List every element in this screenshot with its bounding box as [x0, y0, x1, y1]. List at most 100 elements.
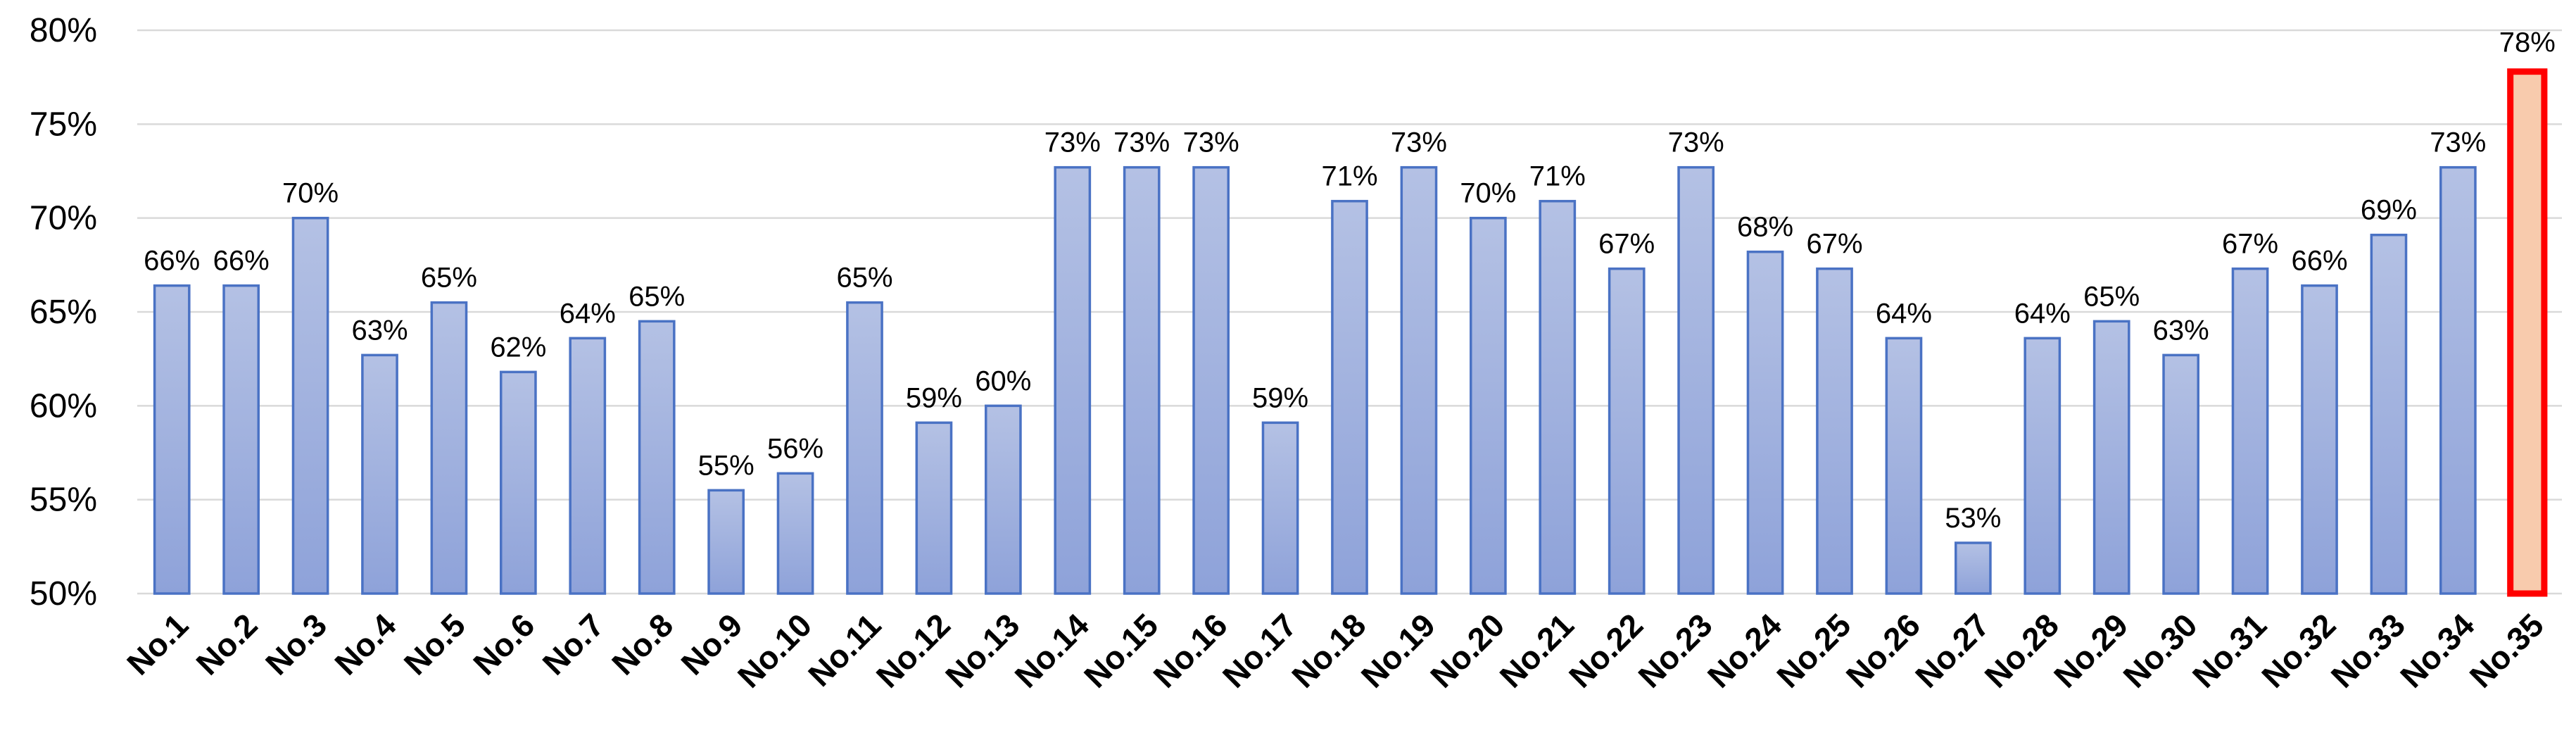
x-tick-label: No.28 — [1978, 606, 2066, 694]
data-labels: 66% 66% 70% 63% 65% 62% 64% 65% 55% 56% 65% 59% 60% 7… — [144, 27, 2556, 534]
bar — [1955, 541, 1992, 595]
x-axis-tick-labels: No.1No.2No.3No.4No.5No.6No.7No.8No.9No.1… — [120, 606, 2551, 695]
data-label: 73% — [2430, 127, 2486, 158]
x-tick-label: No.26 — [1839, 606, 1927, 694]
data-label: 67% — [1806, 229, 1862, 260]
bar — [1470, 216, 1507, 595]
data-label: 64% — [2014, 298, 2071, 329]
bar — [2370, 233, 2408, 595]
x-tick-label: No.32 — [2254, 606, 2342, 694]
bar — [1885, 337, 1923, 595]
data-label: 73% — [1391, 127, 1447, 158]
x-tick-label: No.5 — [397, 606, 472, 682]
bar — [1816, 267, 1853, 595]
data-label: 73% — [1183, 127, 1239, 158]
x-tick-label: No.33 — [2324, 606, 2412, 694]
data-label: 73% — [1668, 127, 1724, 158]
bars — [153, 68, 2548, 597]
bar — [2023, 337, 2062, 595]
x-tick-label: No.15 — [1077, 606, 1165, 694]
bar — [2092, 320, 2130, 595]
bar — [1677, 165, 1715, 595]
data-label: 66% — [144, 246, 200, 277]
data-label: 56% — [767, 433, 823, 464]
y-tick-label: 65% — [30, 294, 97, 331]
bar — [1123, 165, 1161, 595]
y-tick-label: 50% — [30, 575, 97, 613]
x-tick-label: No.12 — [869, 606, 957, 694]
bar — [1054, 165, 1092, 595]
bar — [2439, 165, 2477, 595]
data-label: 69% — [2361, 195, 2417, 226]
data-label: 67% — [1598, 229, 1655, 260]
x-tick-label: No.16 — [1146, 606, 1234, 694]
x-tick-label: No.4 — [327, 606, 403, 682]
bar — [846, 301, 883, 595]
bar — [1261, 421, 1299, 595]
data-label: 63% — [351, 315, 408, 346]
data-label: 65% — [421, 263, 477, 294]
x-tick-label: No.21 — [1493, 606, 1581, 694]
x-tick-label: No.11 — [801, 606, 888, 694]
x-tick-label: No.27 — [1908, 606, 1996, 694]
bar — [2231, 267, 2269, 595]
data-label: 62% — [490, 332, 546, 363]
bar — [1331, 199, 1368, 595]
bar — [430, 301, 468, 595]
x-tick-label: No.31 — [2185, 606, 2273, 694]
data-label: 70% — [1460, 178, 1516, 209]
bar-highlighted — [2507, 68, 2548, 597]
x-tick-label: No.2 — [189, 606, 264, 682]
data-label: 60% — [975, 365, 1031, 396]
x-tick-label: No.22 — [1562, 606, 1650, 694]
data-label: 59% — [1252, 382, 1308, 413]
bar — [2301, 284, 2338, 595]
bar — [1400, 165, 1438, 595]
x-tick-label: No.35 — [2463, 606, 2551, 694]
x-tick-label: No.29 — [2047, 606, 2135, 694]
data-label: 55% — [698, 450, 755, 481]
x-tick-label: No.3 — [258, 606, 334, 682]
data-label: 53% — [1945, 503, 2001, 534]
bar — [222, 284, 260, 595]
x-tick-label: No.17 — [1216, 606, 1303, 694]
bar — [2162, 353, 2199, 595]
bar — [1539, 199, 1577, 595]
data-label: 71% — [1529, 161, 1586, 192]
data-label: 66% — [213, 246, 270, 277]
data-label: 65% — [836, 263, 892, 294]
data-label: 64% — [560, 298, 616, 329]
bar — [1608, 267, 1646, 595]
bar — [776, 472, 814, 595]
x-tick-label: No.13 — [938, 606, 1026, 694]
bar — [569, 337, 607, 595]
data-label: 64% — [1876, 298, 1932, 329]
data-label: 67% — [2222, 229, 2278, 260]
data-label: 70% — [282, 178, 339, 209]
x-tick-label: No.25 — [1769, 606, 1857, 694]
x-tick-label: No.23 — [1631, 606, 1719, 694]
data-label: 68% — [1737, 212, 1793, 243]
x-tick-label: No.10 — [731, 606, 819, 694]
bar — [1746, 250, 1784, 595]
x-tick-label: No.1 — [120, 606, 195, 682]
bar — [500, 370, 537, 595]
x-tick-label: No.30 — [2116, 606, 2204, 694]
y-tick-label: 60% — [30, 387, 97, 425]
x-tick-label: No.24 — [1700, 606, 1789, 695]
data-label: 73% — [1044, 127, 1101, 158]
y-tick-label: 55% — [30, 482, 97, 519]
data-label: 73% — [1113, 127, 1170, 158]
data-label: 66% — [2291, 246, 2347, 277]
bar — [291, 216, 329, 595]
data-label: 63% — [2153, 315, 2209, 346]
y-tick-label: 70% — [30, 200, 97, 237]
x-tick-label: No.7 — [536, 606, 611, 682]
bar — [707, 489, 745, 595]
x-tick-label: No.14 — [1008, 606, 1097, 695]
data-label: 71% — [1321, 161, 1377, 192]
bar — [361, 353, 398, 595]
x-tick-label: No.20 — [1423, 606, 1511, 694]
bar — [153, 284, 191, 595]
